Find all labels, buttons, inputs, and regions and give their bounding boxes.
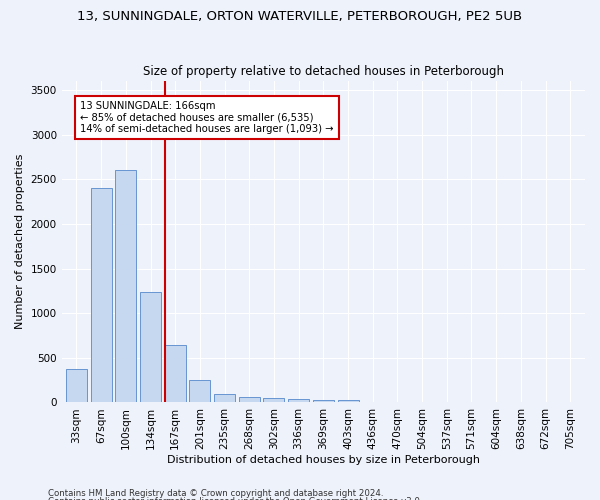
Text: Contains public sector information licensed under the Open Government Licence v3: Contains public sector information licen… [48,497,422,500]
Text: 13 SUNNINGDALE: 166sqm
← 85% of detached houses are smaller (6,535)
14% of semi-: 13 SUNNINGDALE: 166sqm ← 85% of detached… [80,100,334,134]
Title: Size of property relative to detached houses in Peterborough: Size of property relative to detached ho… [143,66,504,78]
Bar [263,398,284,402]
Bar [165,346,186,403]
Bar [190,380,211,402]
Bar [214,394,235,402]
Y-axis label: Number of detached properties: Number of detached properties [15,154,25,330]
Bar [66,368,87,402]
Bar [140,292,161,403]
Bar [91,188,112,402]
Bar [313,400,334,402]
Text: Contains HM Land Registry data © Crown copyright and database right 2024.: Contains HM Land Registry data © Crown c… [48,490,383,498]
Bar [338,400,359,402]
Text: 13, SUNNINGDALE, ORTON WATERVILLE, PETERBOROUGH, PE2 5UB: 13, SUNNINGDALE, ORTON WATERVILLE, PETER… [77,10,523,23]
X-axis label: Distribution of detached houses by size in Peterborough: Distribution of detached houses by size … [167,455,480,465]
Bar [115,170,136,402]
Bar [288,399,309,402]
Bar [239,397,260,402]
